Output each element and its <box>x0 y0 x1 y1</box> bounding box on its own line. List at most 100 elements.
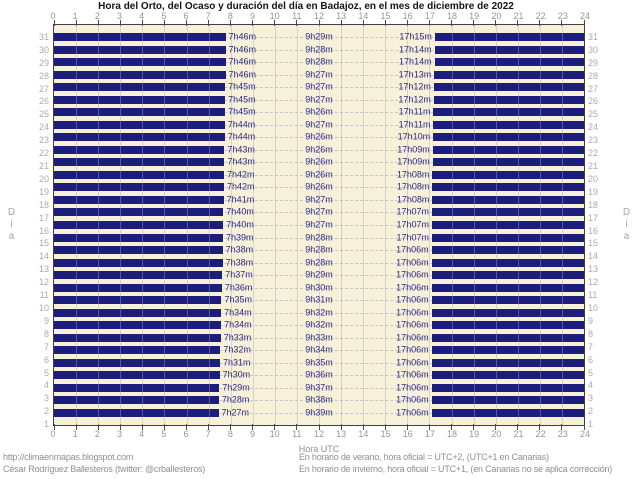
hour-tick-label: 9 <box>249 11 256 21</box>
night-bar-left <box>54 45 226 54</box>
tick-mark <box>451 424 452 430</box>
night-bar-right <box>432 183 584 192</box>
night-bar-left <box>54 220 224 229</box>
daylength-label: 9h35m <box>305 357 333 368</box>
sunrise-label: 7h46m <box>228 31 257 42</box>
day-tick-label: 24 <box>588 122 599 133</box>
sunrise-label: 7h44m <box>227 131 256 142</box>
hour-tick-label: 23 <box>557 429 568 439</box>
day-tick-label: 10 <box>38 302 49 313</box>
tick-mark <box>296 20 298 26</box>
hour-tick-label: 21 <box>513 429 524 439</box>
night-bar-right <box>431 258 584 267</box>
sunrise-label: 7h34m <box>224 319 252 330</box>
day-row: 7h46m 9h27m 17h13m <box>54 69 584 82</box>
hour-axis-bottom: 0 1 2 3 4 5 6 7 8 9 10 11 12 13 14 15 16 17 18 19 20 21 22 23 24 <box>50 429 590 439</box>
night-bar-right <box>431 396 584 405</box>
sunrise-label: 7h46m <box>228 44 257 55</box>
sunset-label: 17h06m <box>396 319 429 330</box>
gridline <box>296 25 298 425</box>
sunrise-label: 7h36m <box>224 282 253 293</box>
night-bar-right <box>432 195 584 204</box>
day-tick-label: 25 <box>588 109 599 120</box>
day-row: 7h33m 9h33m 17h06m <box>54 331 584 344</box>
night-bar-right <box>434 70 584 79</box>
day-tick-label: 27 <box>588 83 599 94</box>
night-bar-right <box>431 246 584 255</box>
day-row: 7h45m 9h26m 17h11m <box>54 106 584 119</box>
day-tick-label: 13 <box>588 264 599 275</box>
day-tick-label: 17 <box>38 212 49 223</box>
sunset-label: 17h06m <box>396 244 429 255</box>
tick-mark <box>495 20 497 26</box>
day-axis-left: 31 30 29 28 27 26 25 24 23 22 21 20 19 18 17 16 15 14 13 12… <box>1 25 51 437</box>
sunset-label: 17h13m <box>398 69 432 80</box>
day-row: 7h35m 9h31m 17h06m <box>54 294 584 307</box>
daylength-label: 9h27m <box>305 194 333 205</box>
day-tick-label: 9 <box>588 315 594 326</box>
hour-tick-label: 8 <box>227 429 233 439</box>
day-tick-label: 9 <box>43 315 49 326</box>
tick-mark <box>318 424 320 430</box>
sunrise-label: 7h46m <box>228 69 257 80</box>
daylength-label: 9h27m <box>305 219 333 230</box>
hour-tick-label: 17 <box>424 429 435 439</box>
daylength-label: 9h28m <box>305 232 333 242</box>
tick-mark <box>428 424 430 430</box>
night-bar-left <box>54 95 226 104</box>
night-bar-left <box>54 346 221 355</box>
gridline <box>274 25 276 425</box>
hour-tick-label: 4 <box>139 429 145 439</box>
tick-mark <box>362 424 364 430</box>
sunrise-label: 7h40m <box>226 206 254 217</box>
sunrise-label: 7h28m <box>221 394 250 405</box>
hour-tick-label: 3 <box>116 11 123 21</box>
night-bar-left <box>54 183 225 192</box>
night-bar-right <box>431 408 584 417</box>
day-tick-label: 22 <box>588 148 599 159</box>
night-bar-left <box>54 108 226 117</box>
day-tick-label: 4 <box>43 380 49 391</box>
tick-mark <box>141 20 143 26</box>
daylength-label: 9h37m <box>305 382 333 393</box>
row-dashed-line <box>54 325 584 327</box>
tick-mark <box>53 424 55 430</box>
gridline <box>473 25 475 425</box>
day-row: 7h43m 9h26m 17h09m <box>54 144 584 157</box>
night-bar-right <box>431 346 584 355</box>
hour-tick-label: 12 <box>313 429 325 439</box>
sunset-label: 17h07m <box>396 206 429 217</box>
row-dashed-line <box>54 199 584 201</box>
night-bar-right <box>431 383 584 392</box>
tick-mark <box>362 20 364 26</box>
sunrise-label: 7h34m <box>224 307 252 318</box>
day-row: 7h28m 9h38m 17h06m <box>54 394 584 407</box>
day-tick-label: 16 <box>38 225 49 236</box>
row-dashed-line <box>54 387 584 389</box>
day-tick-label: 1 <box>588 419 594 430</box>
daylength-label: 9h26m <box>305 131 333 142</box>
row-dashed-line <box>54 124 584 126</box>
row-dashed-line <box>54 275 584 277</box>
tick-mark <box>384 424 386 430</box>
hour-tick-label: 6 <box>183 429 189 439</box>
hour-tick-label: 12 <box>313 11 325 21</box>
hour-tick-label: 16 <box>402 11 413 21</box>
tick-mark <box>230 20 232 26</box>
daylength-label: 9h39m <box>305 407 333 418</box>
day-tick-label: 11 <box>39 290 49 301</box>
gridline <box>495 25 497 425</box>
gridline <box>76 25 78 425</box>
tick-mark <box>53 20 55 26</box>
sunrise-label: 7h33m <box>223 332 252 343</box>
tick-mark <box>75 424 77 430</box>
hour-tick-label: 20 <box>491 11 502 21</box>
row-dashed-line <box>54 412 584 414</box>
daylength-label: 9h26m <box>305 144 333 155</box>
night-bar-left <box>54 33 226 42</box>
tick-mark <box>495 424 497 430</box>
night-bar-right <box>432 170 584 179</box>
day-tick-label: 23 <box>38 135 49 146</box>
sunrise-label: 7h39m <box>225 232 254 242</box>
footer-author: César Rodríguez Ballesteros (twitter: @c… <box>3 464 206 474</box>
